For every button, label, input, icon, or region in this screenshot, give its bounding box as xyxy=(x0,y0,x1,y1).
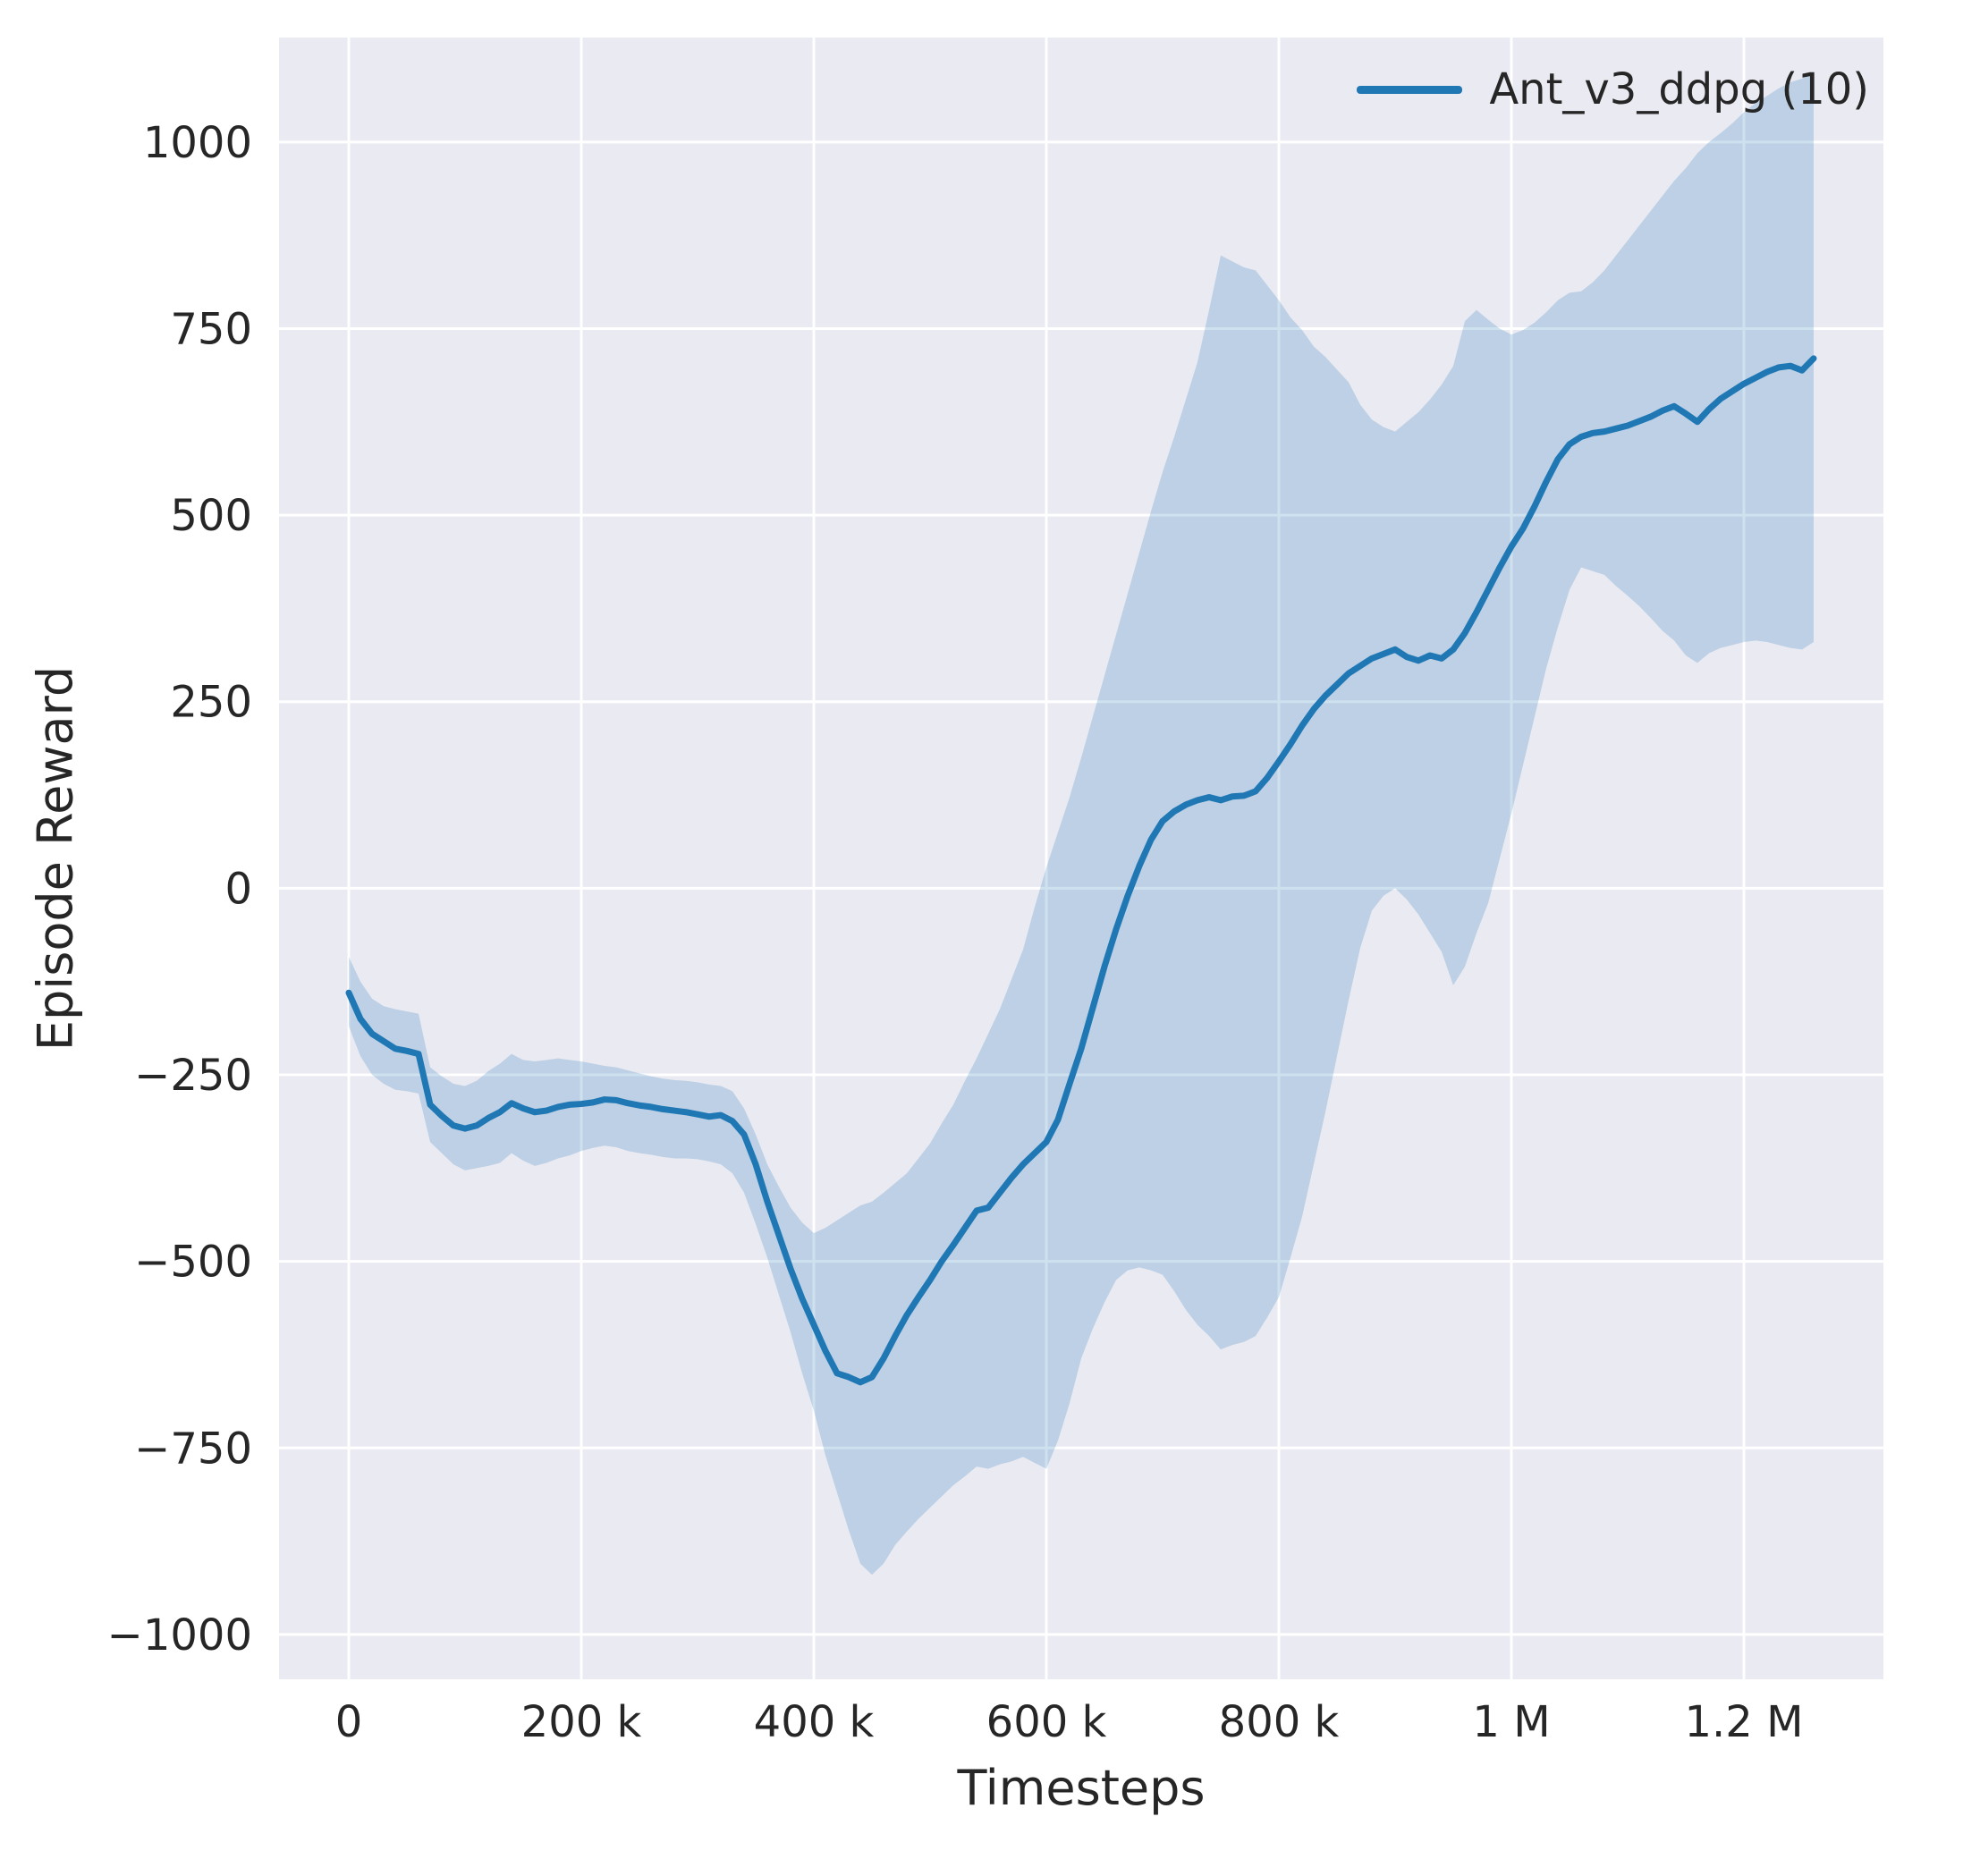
legend-line-sample xyxy=(1357,85,1463,94)
y-tick-label: 750 xyxy=(170,304,252,354)
mean-line xyxy=(345,355,1817,1386)
x-tick-label: 0 xyxy=(335,1697,363,1747)
y-tick-label: −500 xyxy=(134,1238,252,1288)
y-tick-label: 500 xyxy=(170,491,252,541)
x-tick-label: 200 k xyxy=(521,1697,642,1747)
x-tick-label: 800 k xyxy=(1219,1697,1340,1747)
legend-label: Ant_v3_ddpg (10) xyxy=(1489,64,1869,114)
legend: Ant_v3_ddpg (10) xyxy=(1357,64,1869,114)
x-tick-label: 400 k xyxy=(754,1697,875,1747)
y-tick-label: 1000 xyxy=(143,118,252,168)
y-tick-label: −250 xyxy=(134,1051,252,1101)
y-tick-label: 0 xyxy=(224,864,252,914)
confidence-band xyxy=(349,73,1814,1576)
x-axis-label: Timesteps xyxy=(957,1760,1206,1816)
y-axis-label: Episode Reward xyxy=(27,665,84,1052)
x-tick-label: 1 M xyxy=(1472,1697,1550,1747)
x-tick-label: 600 k xyxy=(986,1697,1107,1747)
y-tick-label: −750 xyxy=(134,1424,252,1474)
y-tick-label: 250 xyxy=(170,678,252,728)
plot-background xyxy=(279,38,1883,1679)
y-tick-label: −1000 xyxy=(107,1610,252,1661)
x-tick-label: 1.2 M xyxy=(1684,1697,1803,1747)
